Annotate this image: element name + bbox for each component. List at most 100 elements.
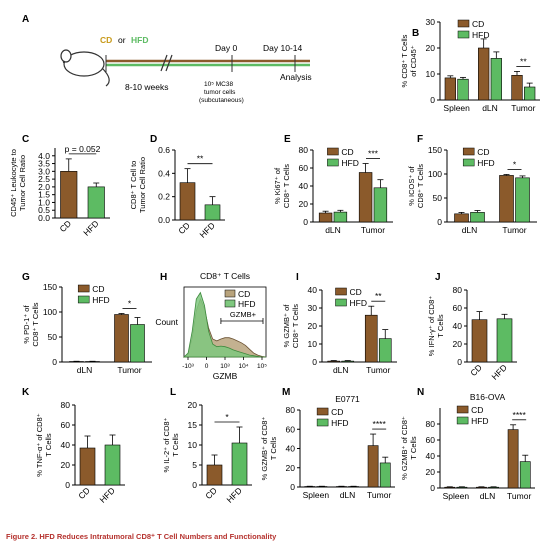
mouse-icon: [60, 49, 110, 87]
y-tick-label-j: 40: [453, 321, 463, 331]
legend-swatch-g: [77, 284, 90, 293]
chart-title-n: B16-OVA: [470, 392, 506, 402]
panel-label-n: N: [417, 387, 424, 398]
y-axis-label-j: T Cells: [436, 314, 445, 337]
legend-label-i: HFD: [350, 298, 367, 308]
y-tick-label-n: 20: [426, 467, 436, 477]
bar-m: [367, 445, 379, 488]
y-tick-label-k: 20: [61, 460, 71, 470]
chart-panels: B 0 10 20 30 % CD8⁺ T Cells of CD45⁺ Spleen dLN T…: [9, 17, 540, 505]
bar-b: [478, 47, 490, 101]
y-tick-label-e: 60: [299, 163, 309, 173]
bar-g: [130, 324, 145, 363]
significance-label-n: ****: [513, 410, 527, 420]
y-tick-label-i: 10: [308, 339, 318, 349]
y-axis-label-n: T Cells: [409, 436, 418, 459]
y-tick-label-m: 40: [286, 444, 296, 454]
x-tick-label-d: CD: [176, 220, 192, 236]
gate-label-h: GZMB+: [230, 310, 257, 319]
legend-label-f: HFD: [477, 158, 494, 168]
analysis-label: Analysis: [280, 72, 312, 82]
panel-l: L 0 5 10 15 20 % IL-2⁺ of CD8⁺ T Cells CD HFD *: [162, 387, 252, 505]
y-axis-label-f: % ICOS⁺ of: [407, 165, 416, 205]
bar-f: [515, 177, 530, 223]
y-tick-label-d: 0.2: [158, 192, 170, 202]
bar-f: [454, 213, 469, 223]
panel-label-g: G: [22, 272, 30, 283]
panel-f: F 0 50 100 150 % ICOS⁺ of CD8⁺ T Cells dLN Tumor…: [407, 134, 537, 235]
x-tick-label-f: Tumor: [502, 225, 526, 235]
x-tick-label-g: dLN: [77, 365, 93, 375]
legend-swatch-e: [327, 147, 339, 156]
y-tick-label-k: 80: [61, 400, 71, 410]
cells-label-3: (subcutaneous): [199, 97, 244, 104]
y-tick-label-f: 50: [433, 193, 443, 203]
y-axis-label-i: CD8⁺ T Cells: [291, 304, 300, 348]
bar-b: [444, 77, 456, 101]
x-tick-label-c: HFD: [81, 218, 100, 237]
y-tick-label-l: 15: [188, 420, 198, 430]
panel-label-e: E: [284, 134, 291, 145]
panel-k: K 0 20 40 60 80 % TNF-α⁺ of CD8⁺ T Cells CD HFD: [22, 387, 125, 505]
y-tick-label-j: 0: [457, 357, 462, 367]
chart-title-h: CD8⁺ T Cells: [200, 271, 250, 281]
chart-title-m: E0771: [335, 394, 360, 404]
y-axis-label-i: % GZMB⁺ of: [282, 304, 291, 348]
weeks-label: 8-10 weeks: [125, 82, 168, 92]
panel-label-a: A: [22, 14, 29, 25]
significance-label-l: *: [225, 412, 229, 422]
bar-j: [496, 318, 513, 363]
x-tick-label-d: HFD: [197, 220, 216, 239]
y-tick-label-d: 0.0: [158, 215, 170, 225]
y-axis-label-d: CD8⁺ T Cell to: [129, 161, 138, 210]
y-tick-label-k: 40: [61, 440, 71, 450]
bar-e: [333, 211, 348, 223]
significance-label-g: *: [128, 299, 132, 309]
legend-swatch-b: [457, 19, 470, 28]
y-tick-label-k: 60: [61, 420, 71, 430]
y-tick-label-c: 4.0: [38, 151, 50, 161]
panel-label-d: D: [150, 134, 157, 145]
bar-i: [327, 360, 341, 363]
y-tick-label-k: 0: [65, 480, 70, 490]
y-axis-label-f: CD8⁺ T Cells: [416, 164, 425, 208]
panel-label-m: M: [282, 387, 290, 398]
panel-n: N 0 20 40 60 80 % GZMB⁺ of CD8⁺ T Cells B16-OVA S…: [400, 387, 535, 501]
legend-swatch-h: [224, 299, 236, 308]
panel-c: C 0.00.51.01.52.02.53.03.54.0 CD45⁺ Leukoc…: [9, 134, 110, 238]
legend-label-h: CD: [238, 289, 250, 299]
legend-label-m: HFD: [331, 418, 348, 428]
x-tick-label-n: dLN: [480, 491, 496, 501]
y-tick-label-b: 30: [426, 17, 436, 27]
legend-swatch-f: [462, 158, 475, 167]
panel-b: B 0 10 20 30 % CD8⁺ T Cells of CD45⁺ Spleen dLN T…: [400, 17, 540, 113]
legend-label-e: HFD: [341, 158, 358, 168]
panel-label-k: K: [22, 387, 30, 398]
y-tick-label-l: 10: [188, 440, 198, 450]
x-tick-label-b: Tumor: [511, 103, 535, 113]
legend-label-b: CD: [472, 19, 484, 29]
y-tick-label-b: 20: [426, 43, 436, 53]
y-tick-label-d: 0.4: [158, 168, 170, 178]
y-axis-label-k: % TNF-α⁺ of CD8⁺: [35, 413, 44, 476]
significance-label-i: **: [375, 291, 382, 301]
x-tick-label-h: -10³: [182, 363, 194, 370]
x-tick-label-h: 10⁴: [238, 363, 248, 370]
y-axis-label-k: T Cells: [44, 433, 53, 456]
legend-label-n: CD: [471, 405, 483, 415]
y-axis-label-e: CD8⁺ T Cells: [282, 164, 291, 208]
figure-caption: Figure 2. HFD Reduces Intratumoral CD8⁺ …: [6, 532, 277, 541]
bar-n: [507, 429, 519, 489]
figure-canvas: A CD or HFD Day 0 Day 10-14 Analysis 8-1…: [9, 14, 540, 505]
x-tick-label-h: 0: [205, 363, 209, 370]
bar-f: [470, 212, 485, 223]
y-tick-label-f: 100: [428, 169, 442, 179]
bar-l: [206, 464, 223, 486]
x-tick-label-j: HFD: [489, 362, 508, 381]
legend-swatch-b: [457, 30, 470, 39]
panel-g: G 0 50 100 150 % PD-1⁺ of CD8⁺ T Cells dLN Tumor…: [22, 272, 152, 375]
bar-i: [378, 338, 392, 363]
bar-c: [87, 186, 105, 219]
y-tick-label-m: 80: [286, 405, 296, 415]
y-tick-label-c: 1.5: [38, 190, 50, 200]
